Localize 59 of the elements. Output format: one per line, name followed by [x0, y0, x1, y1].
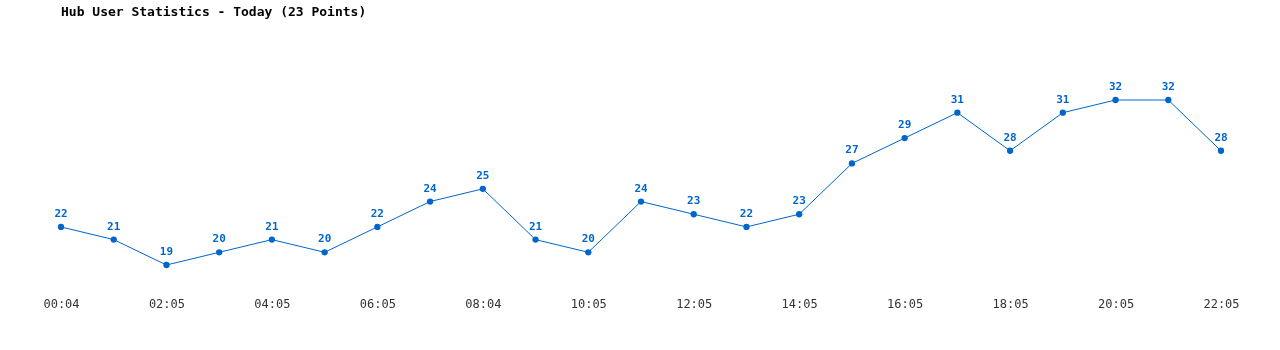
- x-tick-label: 18:05: [992, 296, 1029, 311]
- x-tick-label: 10:05: [570, 296, 607, 311]
- data-label: 28: [1214, 130, 1228, 144]
- point: [268, 236, 276, 243]
- point: [690, 211, 697, 218]
- data-label: 19: [159, 245, 174, 258]
- x-tick-label: 14:05: [781, 296, 818, 311]
- data-label: 21: [265, 219, 279, 233]
- data-label: 20: [318, 232, 332, 246]
- point: [1059, 109, 1066, 116]
- data-label: 24: [634, 181, 648, 195]
- data-label: 21: [107, 219, 121, 233]
- x-tick-label: 02:05: [148, 296, 186, 311]
- point: [954, 109, 961, 116]
- point: [479, 185, 486, 192]
- data-label: 32: [1161, 80, 1175, 93]
- data-label: 22: [370, 206, 384, 220]
- point: [1165, 96, 1172, 104]
- point: [901, 134, 908, 142]
- point: [637, 198, 645, 205]
- data-label: 24: [423, 181, 438, 195]
- x-tick-label: 06:05: [359, 296, 396, 311]
- data-label: 22: [54, 206, 68, 220]
- point: [1112, 96, 1119, 104]
- point: [57, 223, 65, 231]
- point: [1217, 147, 1225, 154]
- point: [426, 198, 434, 205]
- data-label: 31: [950, 92, 965, 106]
- x-tick-label: 04:05: [254, 296, 291, 311]
- point: [321, 249, 328, 256]
- point: [1006, 147, 1014, 154]
- point: [163, 261, 170, 269]
- data-label: 27: [845, 143, 859, 157]
- data-label: 23: [687, 194, 701, 208]
- x-tick-label: 08:04: [465, 296, 502, 311]
- data-label: 28: [1003, 130, 1017, 144]
- data-label: 32: [1108, 80, 1123, 93]
- point: [848, 160, 856, 167]
- chart-title: Hub User Statistics - Today (23 Points): [61, 4, 367, 19]
- point: [532, 236, 539, 243]
- x-tick-label: 00:04: [43, 296, 80, 311]
- data-label: 23: [792, 194, 806, 208]
- point: [110, 236, 117, 243]
- point: [796, 211, 803, 218]
- data-label: 25: [476, 168, 490, 182]
- x-tick-label: 12:05: [676, 296, 713, 311]
- x-tick-label: 22:05: [1203, 296, 1240, 311]
- data-label: 22: [739, 206, 754, 220]
- x-tick-label: 16:05: [887, 296, 924, 311]
- data-label: 31: [1056, 92, 1070, 106]
- data-label: 20: [581, 232, 595, 246]
- point: [216, 249, 223, 256]
- point: [743, 223, 750, 231]
- data-label: 20: [212, 232, 226, 246]
- data-label: 29: [898, 118, 912, 132]
- point: [374, 223, 381, 231]
- data-label: 21: [528, 219, 543, 233]
- x-tick-label: 20:05: [1097, 296, 1135, 311]
- point: [585, 249, 592, 256]
